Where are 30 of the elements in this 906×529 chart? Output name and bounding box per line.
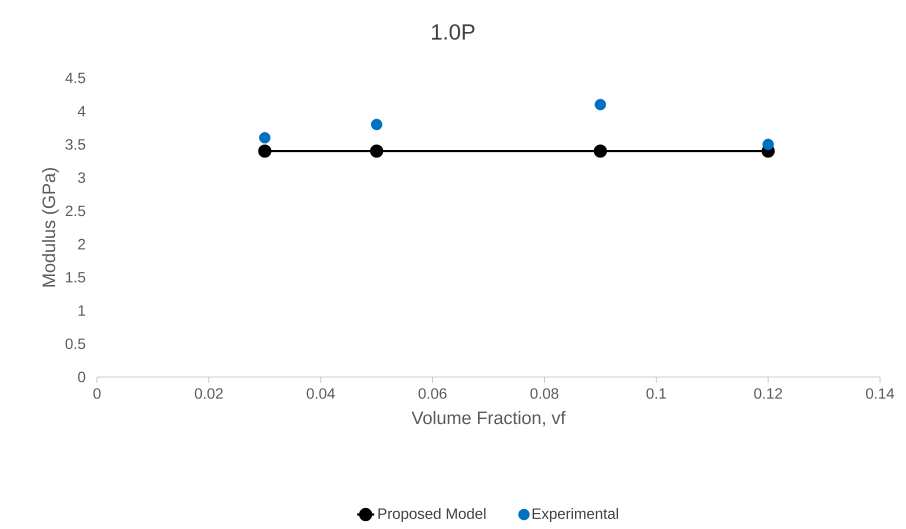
y-tick-label: 1 <box>78 305 86 316</box>
point <box>762 138 774 150</box>
y-tick-label: 3.5 <box>66 139 86 150</box>
y-tick-label: 1.5 <box>66 272 86 283</box>
y-tick-label: 0.5 <box>66 338 86 350</box>
legend-label: Experimental <box>532 508 618 522</box>
chart-title: 1.0P <box>432 24 474 40</box>
x-tick-label: 0.08 <box>530 388 558 399</box>
point <box>594 98 606 110</box>
y-tick-label: 4.5 <box>65 72 86 84</box>
x-axis-title: Volume Fraction, vf <box>412 411 566 426</box>
x-tick-label: 0 <box>93 388 101 399</box>
x-tick-label: 0.1 <box>646 388 666 399</box>
legend-label: Proposed Model <box>378 508 486 522</box>
point <box>259 132 270 144</box>
y-tick-label: 3 <box>78 172 86 183</box>
y-axis-title: Modulus (GPa) <box>42 168 59 287</box>
y-tick-label: 2 <box>78 238 86 250</box>
x-tick-label: 0.02 <box>194 388 223 399</box>
x-tick-label: 0.04 <box>306 388 335 399</box>
point <box>594 144 607 158</box>
x-tick-label: 0.14 <box>866 388 894 399</box>
y-tick-label: 4 <box>78 106 86 116</box>
x-tick-label: 0.06 <box>418 388 447 399</box>
y-tick-label: 0 <box>78 372 86 382</box>
point <box>258 144 272 158</box>
point <box>370 144 384 158</box>
point <box>370 118 382 130</box>
x-tick-label: 0.12 <box>754 388 782 399</box>
y-tick-label: 2.5 <box>66 206 86 216</box>
